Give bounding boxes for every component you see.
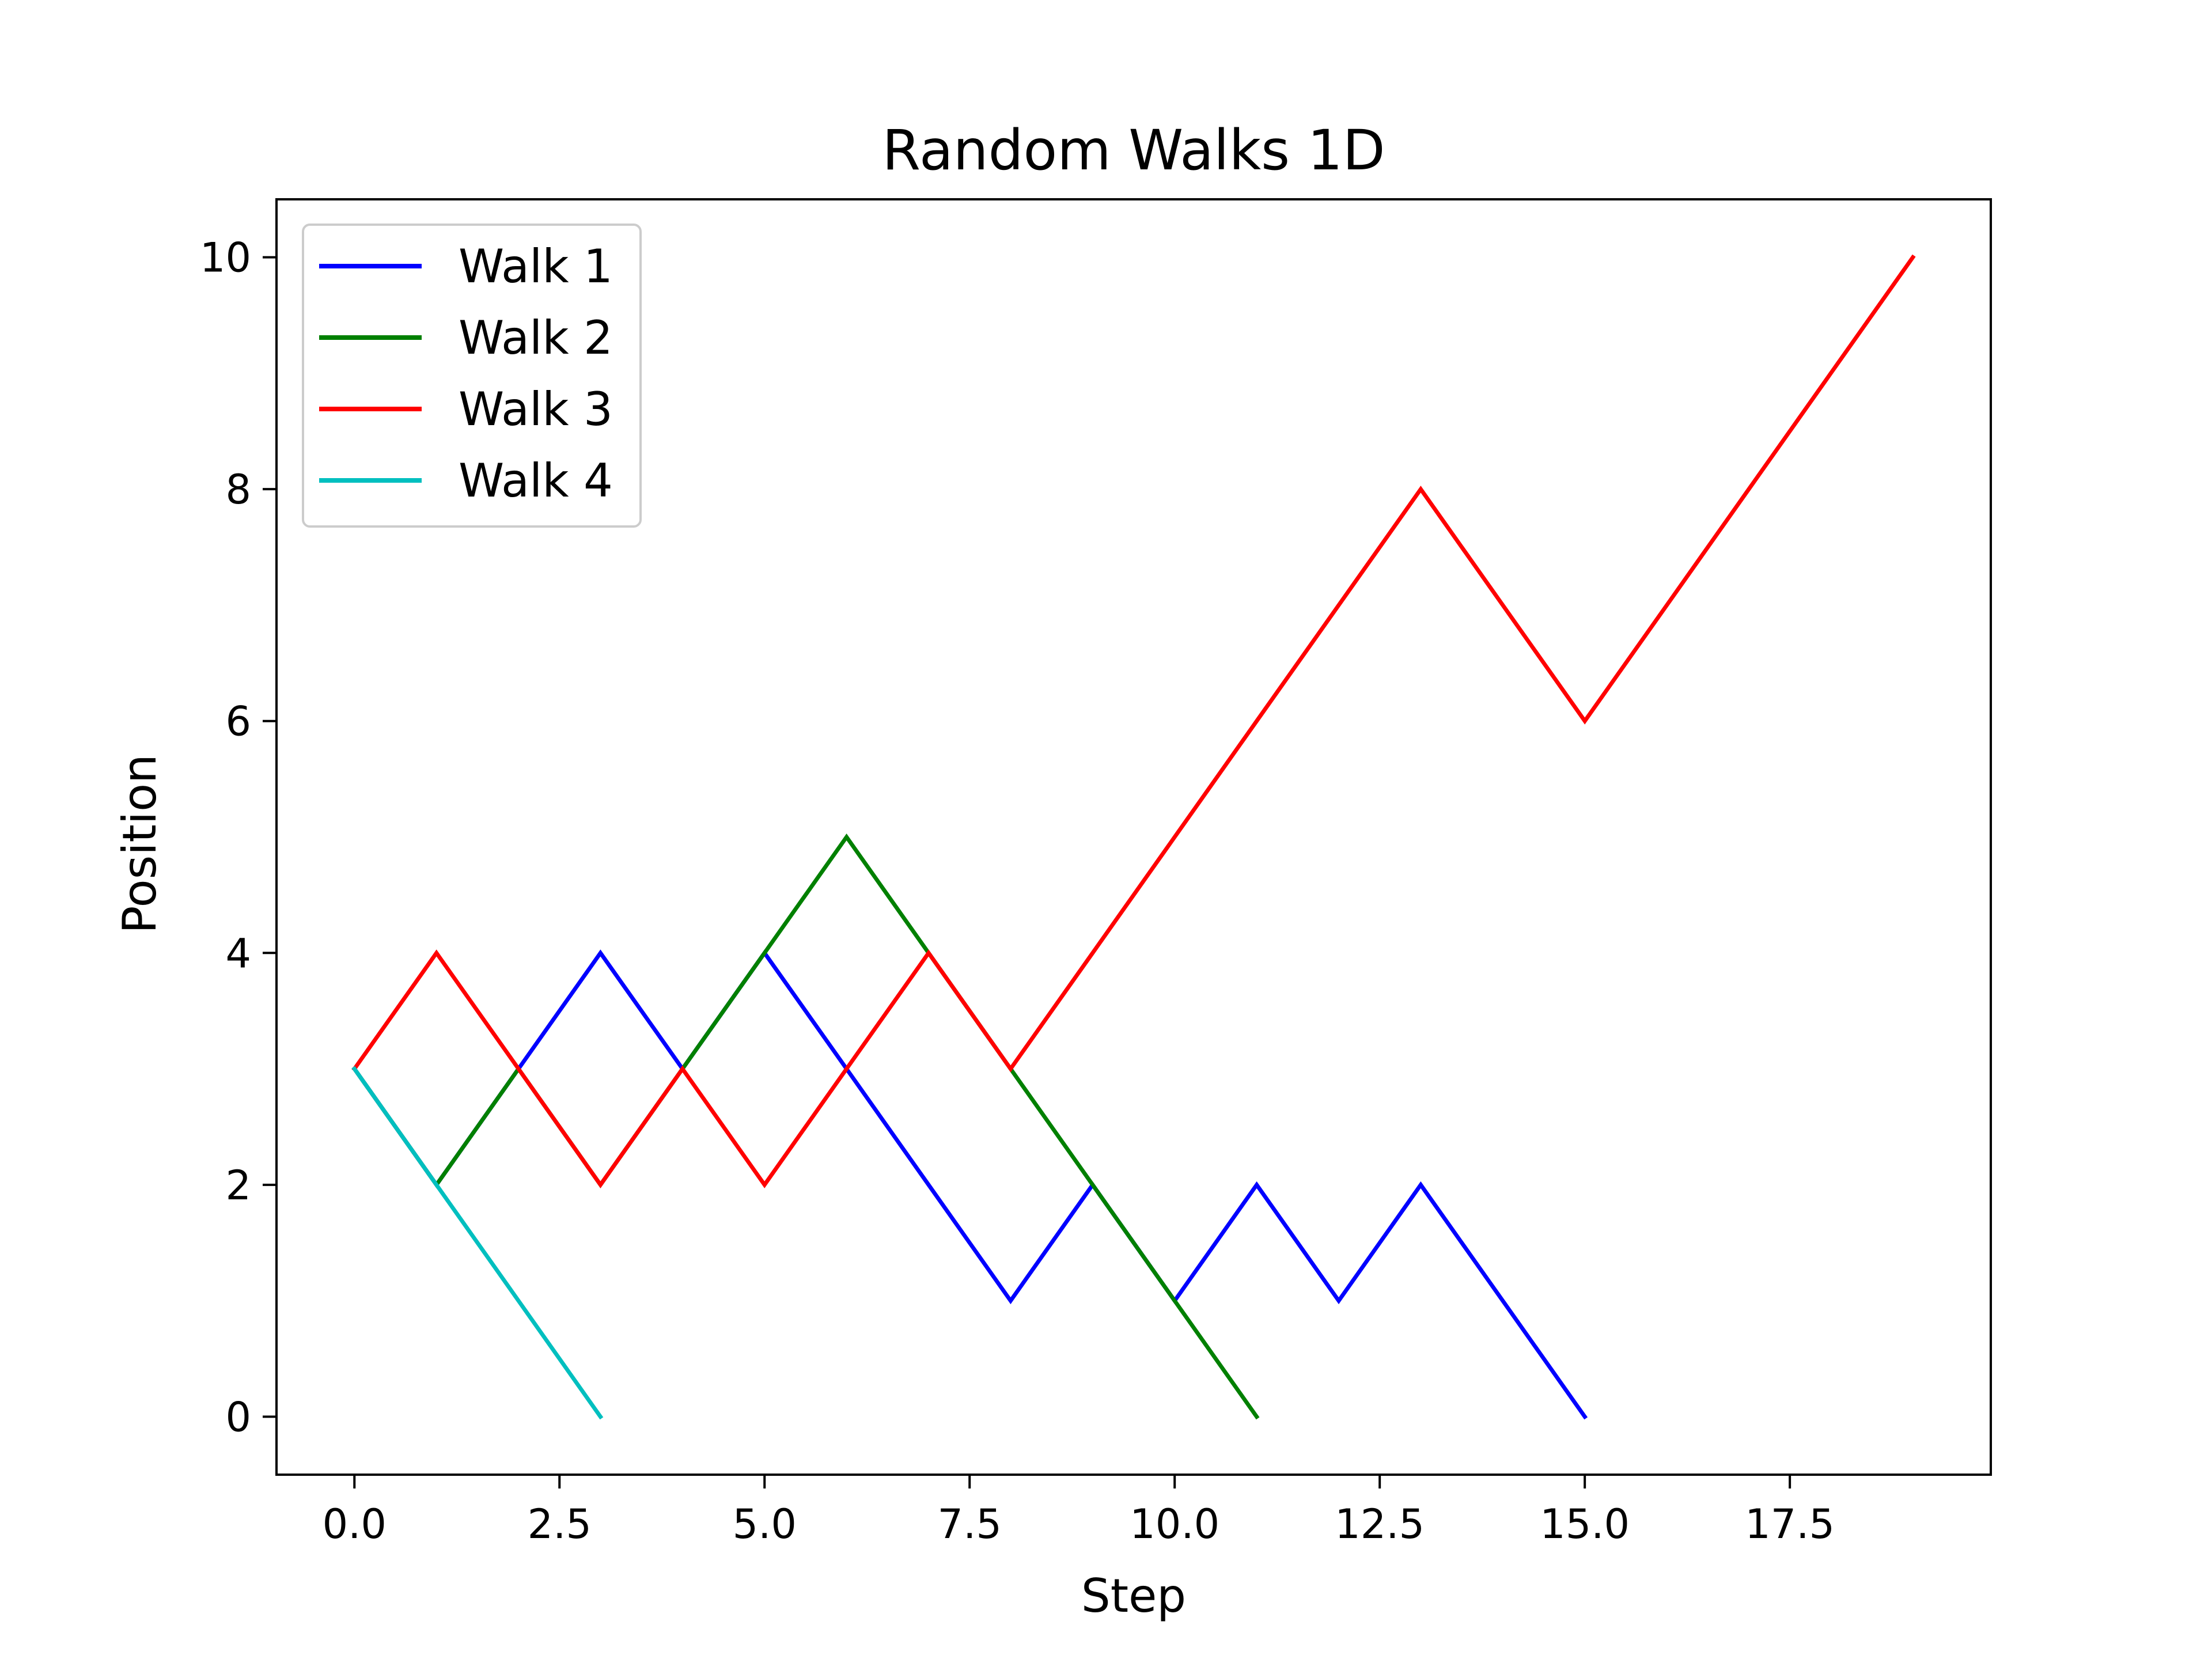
legend: Walk 1 Walk 2 Walk 3 Walk 4 bbox=[302, 224, 642, 528]
y-tick-label: 8 bbox=[225, 466, 251, 513]
y-tick-label: 10 bbox=[200, 234, 251, 282]
axes-frame bbox=[275, 198, 1992, 1476]
x-tick-label: 0.0 bbox=[323, 1501, 387, 1548]
y-tick-label: 4 bbox=[225, 930, 251, 977]
x-tick-label: 10.0 bbox=[1130, 1501, 1219, 1548]
x-tick-label: 12.5 bbox=[1335, 1501, 1425, 1548]
y-tick-label: 6 bbox=[225, 698, 251, 745]
x-tick-label: 2.5 bbox=[528, 1501, 592, 1548]
x-axis-label: Step bbox=[1081, 1569, 1186, 1623]
legend-box bbox=[302, 224, 642, 528]
series-line-walk-2 bbox=[351, 833, 1260, 1420]
y-axis-label: Position bbox=[113, 754, 166, 933]
legend-label-walk-1: Walk 1 bbox=[459, 240, 613, 293]
x-tick-label: 15.0 bbox=[1540, 1501, 1630, 1548]
y-tick-label: 0 bbox=[225, 1393, 251, 1441]
plot-area bbox=[351, 254, 1916, 1420]
legend-label-walk-2: Walk 2 bbox=[459, 311, 613, 365]
chart-title: Random Walks 1D bbox=[882, 118, 1385, 183]
x-tick-label: 7.5 bbox=[938, 1501, 1002, 1548]
series-line-walk-4 bbox=[351, 1066, 604, 1420]
y-tick-label: 2 bbox=[225, 1162, 251, 1209]
series-line-walk-3 bbox=[351, 254, 1916, 1188]
y-axis: 0 2 4 6 8 10 bbox=[200, 234, 276, 1441]
x-tick-label: 5.0 bbox=[733, 1501, 797, 1548]
x-tick-label: 17.5 bbox=[1745, 1501, 1835, 1548]
x-axis: 0.0 2.5 5.0 7.5 10.0 12.5 15.0 17.5 bbox=[323, 1475, 1835, 1548]
series-line-walk-1 bbox=[351, 949, 1588, 1420]
legend-label-walk-4: Walk 4 bbox=[459, 454, 613, 507]
legend-label-walk-3: Walk 3 bbox=[459, 382, 613, 436]
